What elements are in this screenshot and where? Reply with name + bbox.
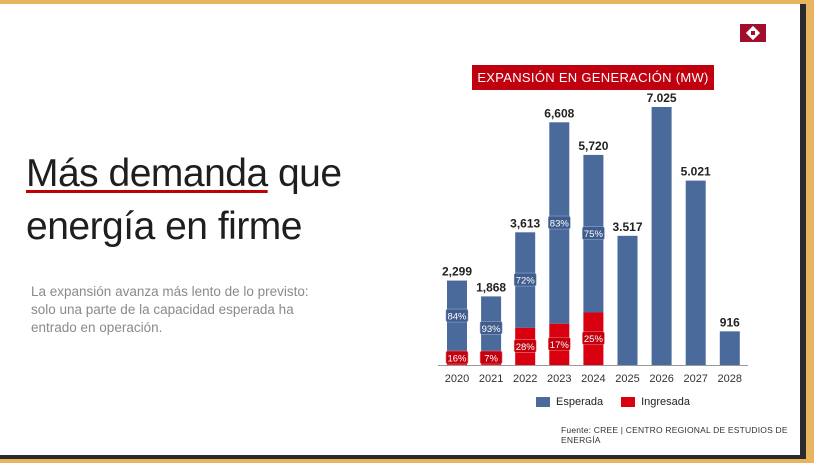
chart-title: EXPANSIÓN EN GENERACIÓN (MW) [472, 65, 714, 90]
percent-badge-esperada-2023 [547, 215, 571, 230]
percent-badge-ingresada-2020 [445, 350, 469, 365]
x-tick-label: 2028 [718, 373, 742, 385]
percent-badge-ingresada-2022 [513, 339, 537, 353]
percent-badge-esperada-2024 [582, 226, 605, 241]
bar-esperada-2025 [617, 235, 638, 365]
percent-badge-ingresada-2024 [582, 331, 605, 346]
slide-paragraph: La expansión avanza más lento de lo prev… [31, 284, 309, 335]
x-tick-label: 2026 [649, 373, 673, 385]
slide-title-line2: energía en firme [26, 205, 303, 248]
total-label-2027: 5.021 [681, 165, 711, 179]
chart-legend: Esperada Ingresada [536, 396, 690, 408]
percent-badge-ingresada-2021 [479, 350, 503, 365]
percent-label-ingresada-2022: 28% [516, 342, 536, 353]
percent-badge-ingresada-2023 [547, 337, 571, 351]
total-label-2022: 3,613 [510, 216, 540, 230]
total-label-2023: 6,608 [544, 106, 574, 120]
percent-label-ingresada-2021: 7% [484, 354, 498, 365]
title-rest: que [267, 152, 342, 195]
total-label-2028: 916 [720, 315, 740, 329]
total-label-2021: 1,868 [476, 280, 506, 294]
percent-badge-esperada-2021 [479, 320, 503, 335]
logo-icon [740, 24, 766, 42]
x-tick-label: 2020 [445, 373, 469, 385]
total-label-2020: 2,299 [442, 265, 472, 279]
x-tick-label: 2023 [547, 373, 571, 385]
slide: Más demanda que energía en firme La expa… [0, 4, 806, 459]
title-underlined: Más demanda [26, 152, 268, 195]
percent-label-ingresada-2023: 17% [550, 340, 570, 351]
percent-label-esperada-2020: 84% [447, 312, 467, 323]
x-tick-label: 2025 [615, 373, 639, 385]
total-label-2026: 7.025 [647, 91, 677, 105]
legend-label-esperada: Esperada [556, 396, 604, 408]
x-tick-label: 2022 [513, 373, 537, 385]
percent-label-esperada-2021: 93% [482, 324, 502, 335]
legend-label-ingresada: Ingresada [641, 396, 691, 408]
slide-title-line1: Más demanda que [26, 154, 342, 193]
x-tick-label: 2024 [581, 373, 605, 385]
percent-label-esperada-2023: 83% [550, 219, 570, 230]
x-tick-label: 2021 [479, 373, 503, 385]
total-label-2024: 5,720 [578, 139, 608, 153]
percent-label-esperada-2024: 75% [584, 229, 604, 240]
legend-swatch-ingresada [621, 397, 636, 407]
bar-esperada-2027 [685, 180, 706, 365]
bar-esperada-2026 [651, 107, 672, 365]
legend-swatch-esperada [536, 397, 550, 407]
total-label-2025: 3.517 [612, 220, 642, 234]
chart-source: Fuente: CREE | CENTRO REGIONAL DE ESTUDI… [561, 425, 788, 445]
percent-label-ingresada-2024: 25% [584, 334, 604, 345]
percent-badge-esperada-2022 [513, 272, 537, 287]
percent-label-ingresada-2020: 16% [447, 354, 467, 365]
bar-esperada-2028 [719, 331, 740, 365]
percent-badge-esperada-2020 [445, 308, 469, 323]
percent-label-esperada-2022: 72% [516, 276, 536, 287]
x-tick-label: 2027 [683, 373, 707, 385]
